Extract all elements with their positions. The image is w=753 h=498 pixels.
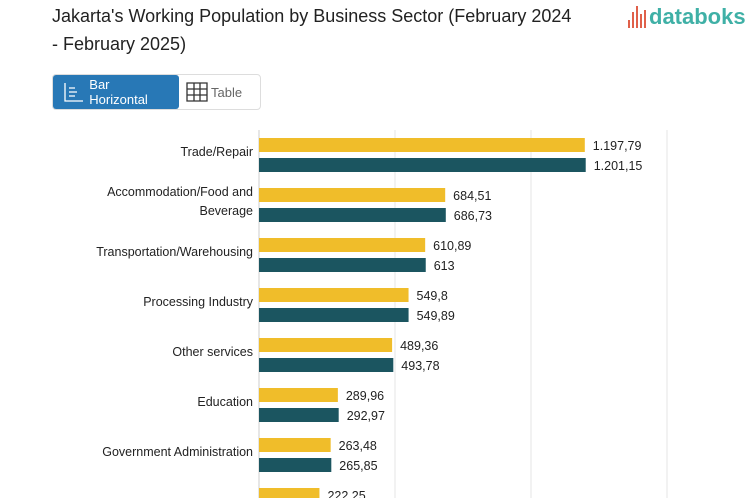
data-label: 1.201,15 xyxy=(594,159,643,173)
data-label: 493,78 xyxy=(401,359,439,373)
bar-horizontal-button[interactable]: Bar Horizontal xyxy=(53,75,179,109)
bar xyxy=(259,358,394,372)
bar-chart: Trade/Repair 1.197,79 1.201,15 Accommodatio… xyxy=(96,130,668,498)
view-toggle: Bar Horizontal Table xyxy=(52,74,261,110)
bar-chart-icon xyxy=(64,83,83,102)
bar xyxy=(259,188,446,202)
bar xyxy=(259,458,332,472)
bar-horizontal-label: Bar Horizontal xyxy=(89,77,148,107)
category-label: Government Administration xyxy=(102,445,253,459)
data-label: 292,97 xyxy=(347,409,385,423)
table-label: Table xyxy=(211,84,243,100)
bar xyxy=(259,488,320,498)
table-icon xyxy=(186,82,208,102)
logo-icon xyxy=(628,6,646,28)
logo-text: databoks xyxy=(649,4,746,29)
data-label: 222,25 xyxy=(327,489,365,498)
databoks-logo: databoks xyxy=(628,4,746,30)
data-label: 549,89 xyxy=(417,309,455,323)
bar xyxy=(259,288,409,302)
bar xyxy=(259,308,409,322)
data-label: 1.197,79 xyxy=(593,139,642,153)
bar xyxy=(259,388,338,402)
bar xyxy=(259,238,426,252)
data-label: 686,73 xyxy=(454,209,492,223)
data-label: 265,85 xyxy=(339,459,377,473)
bar xyxy=(259,138,585,152)
data-label: 289,96 xyxy=(346,389,384,403)
data-label: 610,89 xyxy=(433,239,471,253)
bar xyxy=(259,408,339,422)
data-label: 549,8 xyxy=(417,289,448,303)
data-label: 684,51 xyxy=(453,189,491,203)
category-label: Other services xyxy=(172,345,253,359)
category-label: Education xyxy=(197,395,253,409)
bar xyxy=(259,438,331,452)
bar xyxy=(259,338,393,352)
table-button[interactable]: Table xyxy=(179,75,248,109)
category-label: Accommodation/Food and Beverage xyxy=(107,185,253,218)
category-label: Processing Industry xyxy=(143,295,254,309)
category-label: Transportation/Warehousing xyxy=(96,245,253,259)
bar xyxy=(259,208,446,222)
bar xyxy=(259,158,586,172)
chart-title: Jakarta's Working Population by Business… xyxy=(52,6,572,54)
data-label: 263,48 xyxy=(339,439,377,453)
bar xyxy=(259,258,426,272)
category-label: Trade/Repair xyxy=(181,145,254,159)
data-label: 489,36 xyxy=(400,339,438,353)
data-label: 613 xyxy=(434,259,455,273)
